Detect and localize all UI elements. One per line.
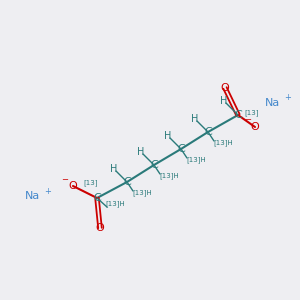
Text: O: O	[220, 83, 230, 93]
Text: C: C	[177, 144, 185, 154]
Text: +: +	[44, 187, 51, 196]
Text: O: O	[250, 122, 260, 132]
Text: [13]: [13]	[83, 180, 98, 186]
Text: −: −	[244, 116, 251, 124]
Text: C: C	[150, 160, 158, 170]
Text: O: O	[96, 223, 104, 233]
Text: C: C	[234, 110, 242, 120]
Text: H: H	[110, 164, 118, 174]
Text: [13]: [13]	[244, 110, 259, 116]
Text: H: H	[137, 147, 145, 157]
Text: Na: Na	[264, 98, 280, 108]
Text: [13]H: [13]H	[132, 190, 152, 196]
Text: +: +	[284, 94, 291, 103]
Text: −: −	[61, 176, 68, 184]
Text: Na: Na	[24, 191, 40, 201]
Text: H: H	[220, 96, 228, 106]
Text: C: C	[123, 177, 131, 187]
Text: [13]H: [13]H	[213, 140, 233, 146]
Text: C: C	[204, 127, 212, 137]
Text: H: H	[164, 131, 172, 141]
Text: [13]H: [13]H	[159, 172, 179, 179]
Text: O: O	[69, 181, 77, 191]
Text: [13]H: [13]H	[186, 157, 206, 164]
Text: C: C	[93, 193, 101, 203]
Text: H: H	[191, 114, 199, 124]
Text: [13]H: [13]H	[105, 201, 125, 207]
